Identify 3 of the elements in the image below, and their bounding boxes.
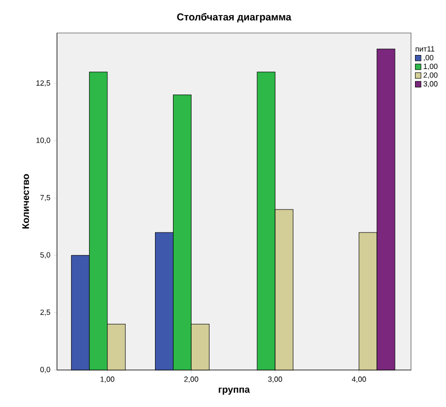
chart-title: Столбчатая диаграмма	[177, 13, 292, 22]
x-axis-title: группа	[218, 388, 250, 395]
y-axis-title: Количество	[22, 174, 30, 229]
